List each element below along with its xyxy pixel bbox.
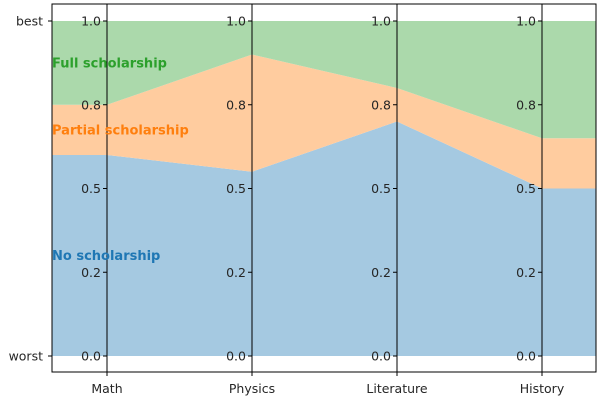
area-layers bbox=[52, 21, 596, 356]
axis-tick-label: 1.0 bbox=[226, 14, 246, 29]
axis-tick-label: 0.0 bbox=[81, 349, 101, 364]
axis-tick-label: 0.5 bbox=[516, 181, 536, 196]
x-tick-label-literature: Literature bbox=[366, 381, 428, 396]
axis-tick-label: 0.8 bbox=[226, 97, 246, 112]
axis-tick-label: 0.5 bbox=[371, 181, 391, 196]
axis-tick-label: 0.2 bbox=[516, 265, 536, 280]
axis-tick-label: 1.0 bbox=[81, 14, 101, 29]
axis-tick-label: 0.2 bbox=[371, 265, 391, 280]
axis-tick-label: 0.8 bbox=[81, 97, 101, 112]
axis-tick-label: 0.0 bbox=[516, 349, 536, 364]
axis-tick-label: 0.2 bbox=[81, 265, 101, 280]
series-labels: No scholarship Partial scholarship Full sc… bbox=[52, 56, 189, 264]
y-label-best: best bbox=[16, 14, 43, 29]
axis-tick-label: 0.8 bbox=[516, 97, 536, 112]
x-tick-label-history: History bbox=[520, 381, 565, 396]
category-axes: 0.0 0.2 0.5 0.8 1.0 0.0 0.2 0.5 0.8 1.0 0.0 0.2 0.5 0… bbox=[81, 4, 543, 372]
axis-tick-label: 0.2 bbox=[226, 265, 246, 280]
area-full-scholarship bbox=[52, 21, 596, 139]
x-tick-label-math: Math bbox=[91, 381, 122, 396]
area-no-scholarship bbox=[52, 121, 596, 356]
x-tick-label-physics: Physics bbox=[229, 381, 275, 396]
axis-tick-label: 0.0 bbox=[371, 349, 391, 364]
series-label-full-scholarship: Full scholarship bbox=[52, 56, 167, 71]
x-axis-ticks: Math Physics Literature History bbox=[91, 372, 565, 396]
axis-tick-label: 0.5 bbox=[226, 181, 246, 196]
plot-frame bbox=[51, 3, 597, 373]
y-label-worst: worst bbox=[9, 349, 44, 364]
axis-tick-label: 0.0 bbox=[226, 349, 246, 364]
axis-tick-label: 1.0 bbox=[516, 14, 536, 29]
series-label-no-scholarship: No scholarship bbox=[52, 249, 160, 264]
area-partial-scholarship bbox=[52, 54, 596, 189]
outer-y-ticks: worst best bbox=[9, 14, 52, 364]
axis-tick-label: 1.0 bbox=[371, 14, 391, 29]
series-label-partial-scholarship: Partial scholarship bbox=[52, 123, 189, 138]
axis-tick-label: 0.5 bbox=[81, 181, 101, 196]
axis-tick-label: 0.8 bbox=[371, 97, 391, 112]
